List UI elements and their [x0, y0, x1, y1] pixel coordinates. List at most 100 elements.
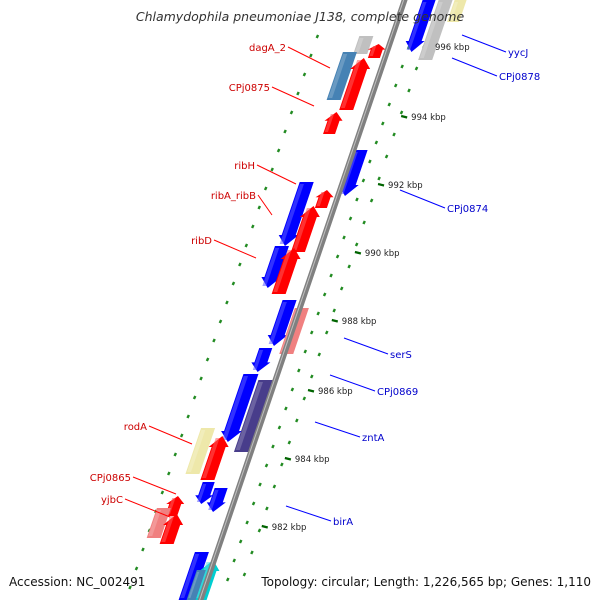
left-dotted-guide-tick — [263, 186, 268, 191]
right-dotted-guide-tick — [258, 482, 262, 487]
ruler-label: 990 kbp — [365, 249, 400, 259]
gene-leader-line — [314, 421, 361, 438]
genome-backbone-highlight — [199, 0, 405, 600]
gene-leader-line — [451, 57, 498, 77]
outer-dotted-guide-tick — [265, 506, 269, 511]
outer-dotted-guide-tick — [377, 176, 381, 181]
right-dotted-guide-tick — [303, 349, 308, 354]
outer-dotted-guide-tick — [399, 110, 404, 115]
map-title: Chlamydophila pneumoniae J138, complete … — [135, 9, 465, 24]
gene-block-highlight — [196, 484, 207, 502]
outer-dotted-guide-tick — [272, 484, 277, 489]
outer-dotted-guide-tick — [362, 220, 366, 225]
right-dotted-guide-tick — [335, 254, 340, 259]
gene-block-highlight — [369, 46, 377, 56]
outer-dotted-guide-tick — [302, 396, 307, 401]
gene-block-highlight — [406, 2, 427, 50]
right-dotted-guide-tick — [393, 83, 398, 88]
gene-label-reverse: serS — [390, 350, 412, 361]
left-dotted-guide-tick — [179, 433, 184, 438]
gene-leader-line — [285, 505, 332, 522]
ruler-major-tick — [261, 524, 269, 529]
gene-leader-line — [329, 374, 376, 392]
gene-label-forward: dagA_2 — [249, 43, 286, 54]
gene-block-highlight — [354, 38, 364, 52]
gene-label-reverse: birA — [333, 517, 353, 528]
label-layer: 996 kbp 994 kbp 992 kbp 990 kbp 988 kbp 986 k… — [90, 43, 541, 533]
ruler-major-tick — [307, 388, 315, 393]
ruler-major-tick — [284, 456, 292, 461]
gene-leader-line — [132, 476, 177, 495]
gene-block-highlight — [448, 2, 459, 20]
right-dotted-guide-tick — [322, 292, 327, 297]
gene-block-highlight — [202, 438, 220, 478]
right-dotted-guide-tick — [245, 520, 249, 525]
right-dotted-guide-tick — [264, 463, 269, 468]
left-dotted-guide-tick — [276, 148, 281, 153]
gene-block-highlight — [324, 114, 335, 132]
gene-leader-line — [271, 86, 315, 107]
right-dotted-guide-tick — [277, 425, 282, 430]
right-dotted-guide-tick — [387, 102, 392, 107]
topology-summary: Topology: circular; Length: 1,226,565 bp… — [261, 575, 591, 589]
outer-dotted-guide-tick — [280, 462, 284, 467]
left-dotted-guide-tick — [231, 281, 236, 286]
gene-block-highlight — [222, 376, 249, 440]
gene-block-highlight — [419, 2, 443, 58]
gene-leader-line — [213, 239, 257, 259]
ruler-label: 984 kbp — [295, 455, 330, 465]
gene-block-highlight — [148, 510, 162, 536]
ruler-major-tick — [400, 114, 408, 119]
right-dotted-guide-tick — [251, 501, 256, 506]
gene-block-highlight — [161, 516, 175, 542]
right-dotted-guide-tick — [361, 178, 366, 183]
gene-block-highlight — [268, 302, 287, 344]
outer-dotted-guide-tick — [414, 66, 419, 71]
outer-dotted-guide-tick — [354, 242, 359, 247]
ruler-label: 988 kbp — [342, 317, 377, 327]
left-dotted-guide-tick — [225, 300, 229, 305]
left-dotted-guide-tick — [199, 376, 203, 381]
left-dotted-guide-tick — [186, 414, 190, 419]
outer-dotted-guide-tick — [309, 374, 314, 379]
left-dotted-guide-tick — [160, 490, 165, 495]
gene-leader-line — [287, 46, 331, 69]
outer-dotted-guide-tick — [242, 572, 247, 577]
gene-block-highlight — [273, 250, 292, 292]
gene-block-highlight — [235, 382, 263, 450]
gene-leader-line — [257, 194, 273, 216]
gene-block-highlight — [180, 554, 200, 598]
gene-label-forward: rodA — [124, 422, 147, 433]
ruler-label: 992 kbp — [388, 181, 423, 191]
accession-text: Accession: NC_002491 — [9, 575, 146, 589]
left-dotted-guide-tick — [205, 357, 210, 362]
left-dotted-guide-tick — [238, 262, 242, 267]
outer-dotted-guide-tick — [332, 308, 337, 313]
ruler-label: 982 kbp — [272, 523, 307, 533]
left-dotted-guide-tick — [134, 566, 139, 571]
right-dotted-guide-tick — [374, 140, 379, 145]
right-dotted-guide-tick — [342, 235, 346, 240]
left-dotted-guide-tick — [283, 129, 287, 134]
ruler-major-tick — [377, 182, 385, 187]
gene-block-highlight — [188, 572, 200, 598]
right-dotted-guide-tick — [355, 197, 359, 202]
ruler-label: 986 kbp — [318, 387, 353, 397]
right-dotted-guide-tick — [368, 159, 372, 164]
right-dotted-guide-tick — [225, 577, 230, 582]
gene-label-forward: ribD — [191, 236, 212, 247]
gene-block-highlight — [208, 490, 219, 510]
left-dotted-guide-tick — [289, 110, 294, 115]
left-dotted-guide-tick — [270, 167, 274, 172]
outer-dotted-guide-tick — [384, 154, 389, 159]
right-dotted-guide-tick — [348, 216, 353, 221]
outer-dotted-guide-tick — [392, 132, 396, 137]
left-dotted-guide-tick — [212, 338, 216, 343]
gene-block-highlight — [262, 248, 280, 286]
right-dotted-guide-tick — [381, 121, 385, 126]
left-dotted-guide-tick — [167, 471, 171, 476]
gene-leader-line — [343, 337, 389, 355]
right-dotted-guide-tick — [284, 406, 288, 411]
gene-label-forward: yjbC — [101, 495, 123, 506]
